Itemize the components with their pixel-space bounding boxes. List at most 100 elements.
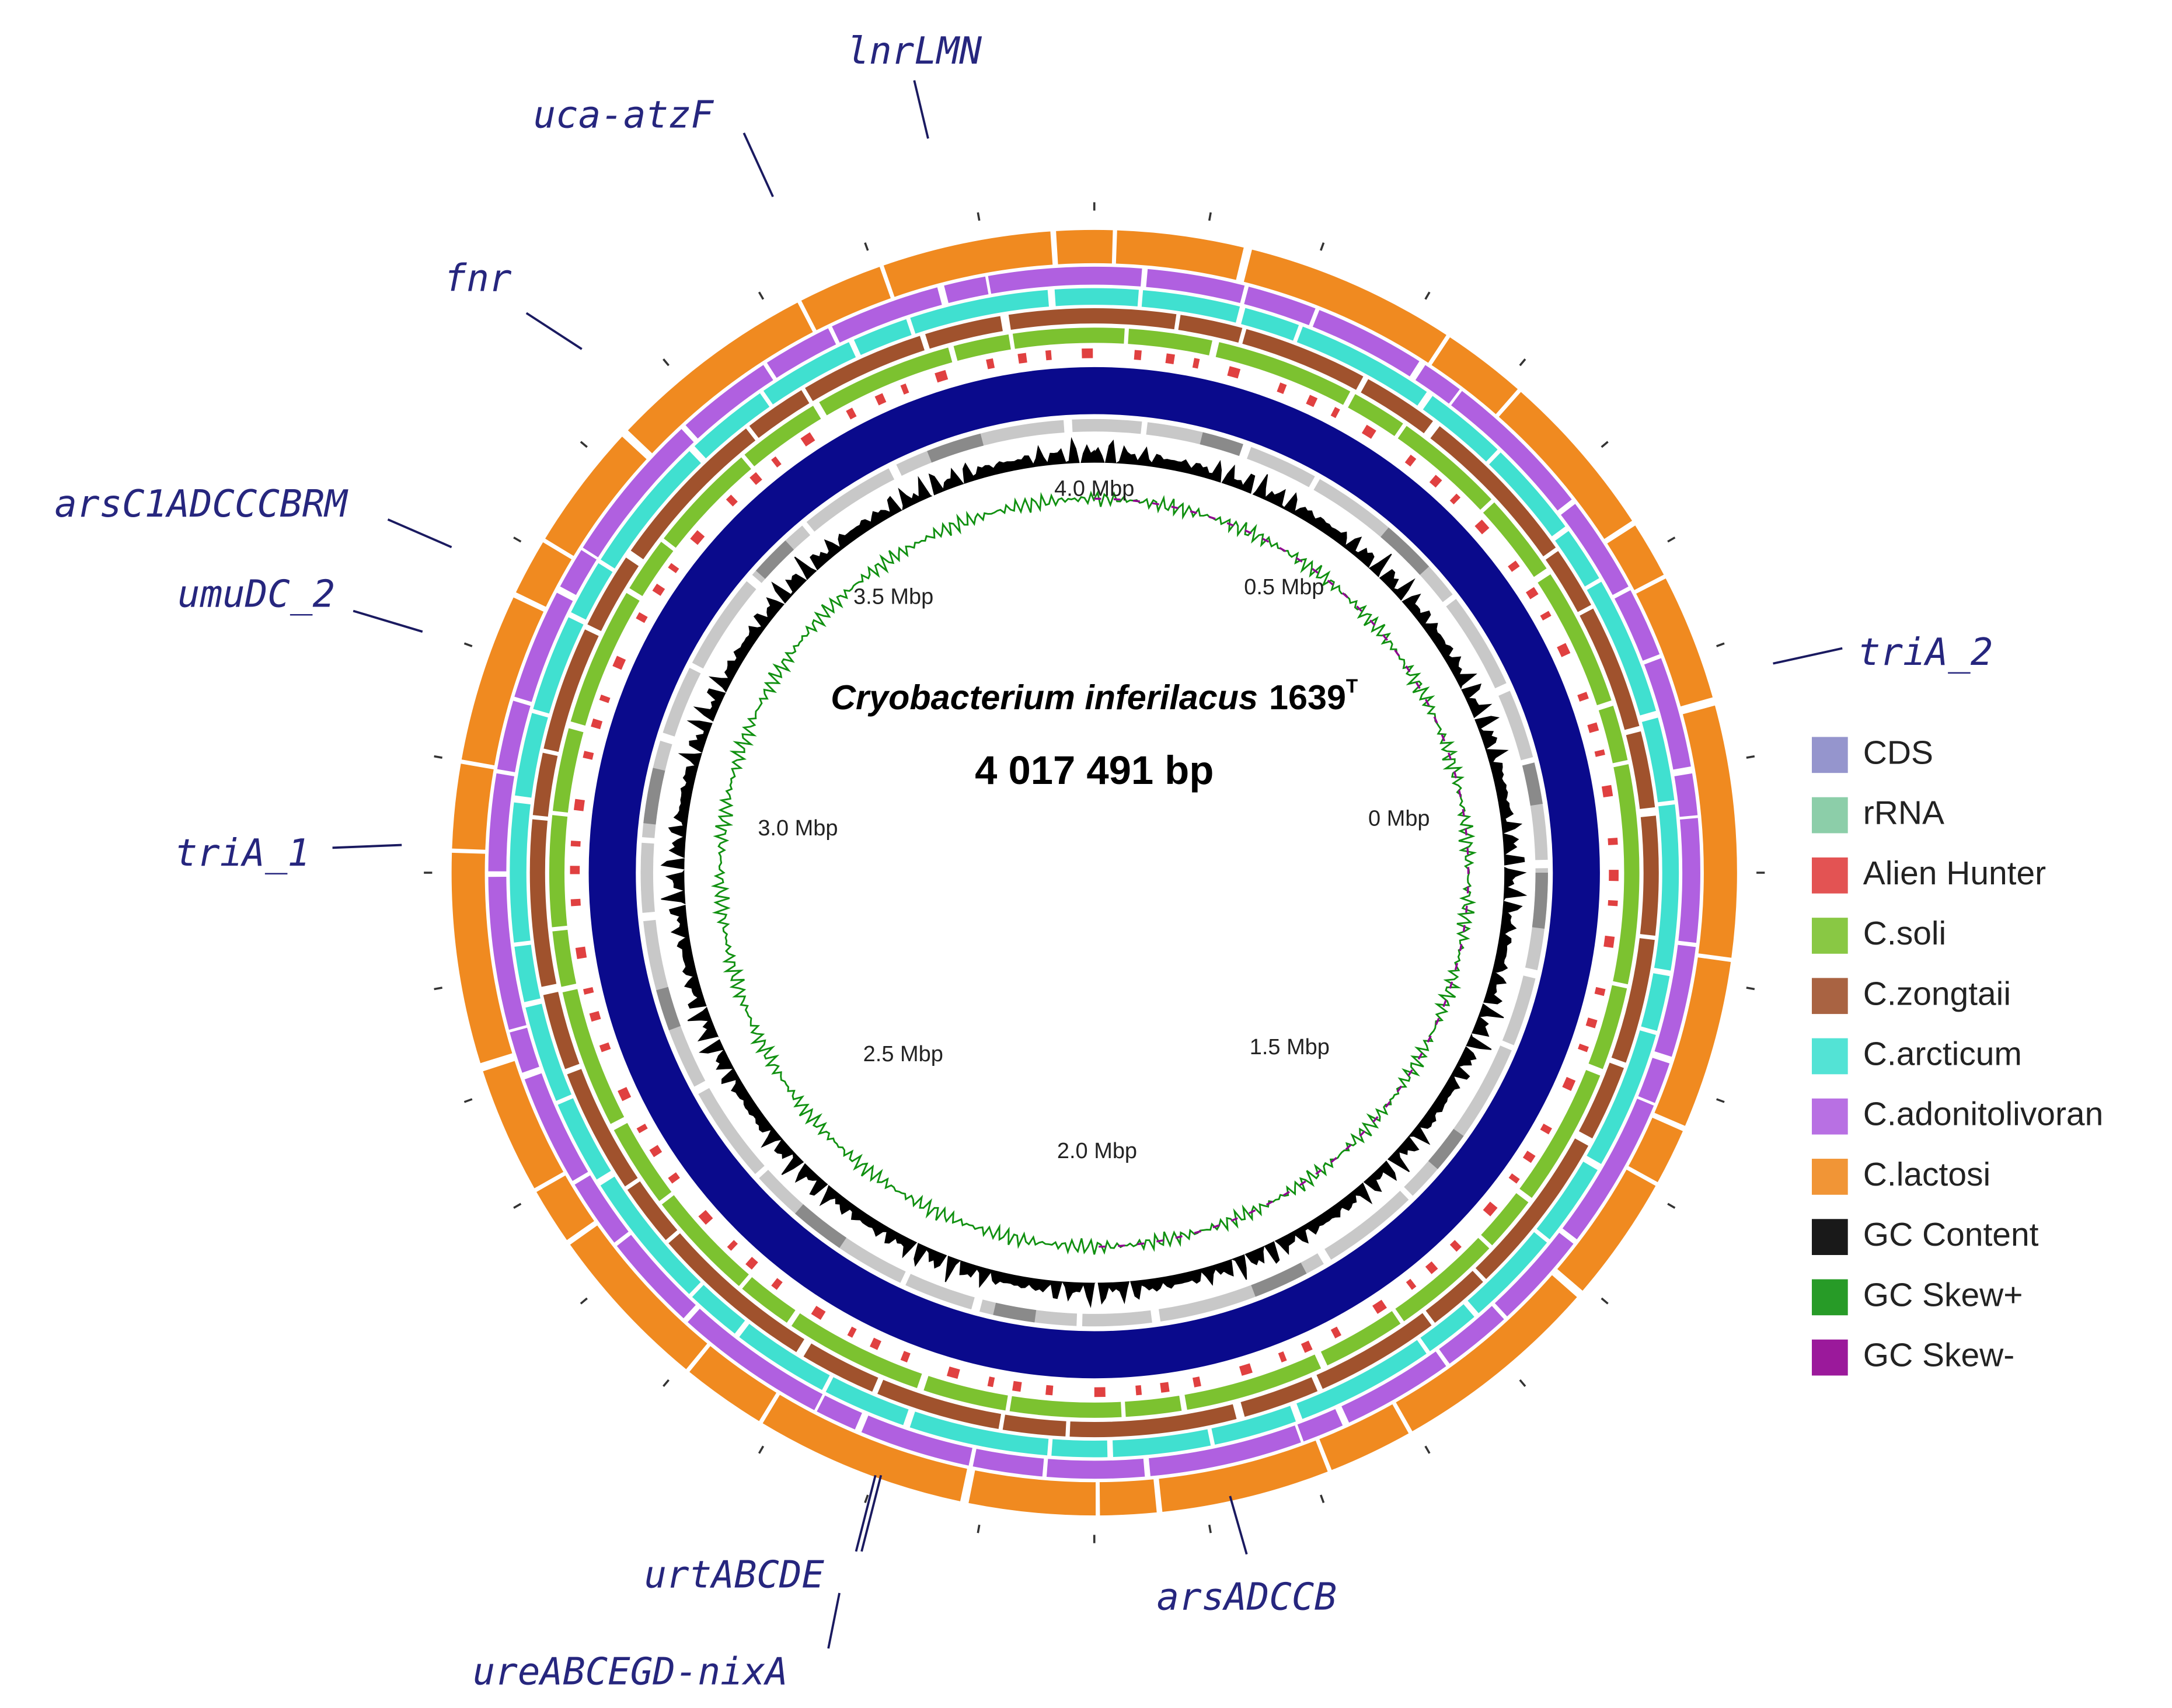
gene-label: triA_2 (1858, 631, 1993, 674)
outer-tick (1716, 1098, 1725, 1103)
legend-label: C.soli (1863, 915, 1946, 952)
legend-swatch (1811, 737, 1848, 773)
outer-tick (864, 1494, 869, 1503)
outer-tick (463, 1098, 473, 1103)
outer-tick (758, 1445, 765, 1454)
outer-tick (1208, 212, 1212, 221)
legend: CDS rRNA Alien Hunter C.soli C.zongtaii C.arc… (1811, 734, 2103, 1376)
legend-swatch (1811, 797, 1848, 834)
legend-swatch (1811, 1159, 1848, 1195)
gc-inner (684, 462, 1505, 1283)
legend-swatch (1811, 978, 1848, 1015)
leader-line (387, 518, 452, 549)
leader-line (855, 1475, 877, 1552)
scale-label: 0.5 Mbp (1244, 575, 1324, 599)
gene-label: umuDC_2 (177, 573, 335, 616)
outer-tick (1746, 755, 1755, 759)
outer-tick (580, 441, 588, 448)
scale-label: 2.5 Mbp (863, 1042, 943, 1066)
outer-tick (1601, 441, 1609, 448)
gene-label: arsC1ADCCCBRM (54, 483, 348, 526)
legend-swatch (1811, 1279, 1848, 1316)
outer-tick (1746, 987, 1755, 991)
species: Cryobacterium inferilacus (831, 678, 1258, 717)
outer-tick (434, 987, 442, 991)
gc-skew (710, 490, 1477, 1255)
outer-tick (758, 291, 765, 300)
outer-tick (1716, 642, 1725, 647)
outer-tick (977, 1524, 981, 1533)
leader-line (913, 80, 929, 139)
legend-label: C.zongtaii (1863, 975, 2011, 1012)
outer-tick (1208, 1524, 1212, 1533)
gene-label: urtABCDE (644, 1554, 824, 1597)
legend-swatch (1811, 857, 1848, 894)
outer-tick (1667, 1202, 1676, 1209)
outer-tick (977, 212, 981, 221)
gene-label: fnr (444, 257, 512, 300)
gene-label: uca-atzF (534, 93, 714, 137)
ring (570, 348, 1619, 1397)
ring (451, 229, 1737, 1516)
scale-label: 3.5 Mbp (853, 585, 933, 609)
gene-label: triA_1 (175, 832, 310, 875)
ring (529, 308, 1659, 1438)
scale-label: 1.5 Mbp (1250, 1035, 1330, 1059)
gc-skew-minus (1094, 497, 1470, 1248)
outer-tick (580, 1297, 588, 1305)
scale-label: 4.0 Mbp (1054, 477, 1134, 501)
outer-tick (1601, 1297, 1609, 1305)
ring (488, 266, 1700, 1479)
outer-tick (663, 358, 670, 367)
legend-label: C.lactosi (1863, 1156, 1990, 1193)
type-strain-mark: T (1346, 676, 1358, 698)
strain: 1639 (1269, 678, 1346, 717)
scale-label: 3.0 Mbp (758, 816, 838, 841)
scale-label: 0 Mbp (1368, 806, 1430, 831)
legend-label: CDS (1863, 734, 1933, 771)
legend-label: GC Content (1863, 1216, 2039, 1253)
genome-size: 4 017 491 bp (975, 748, 1214, 793)
legend-label: rRNA (1863, 794, 1944, 832)
leader-line (742, 133, 774, 197)
legend-label: C.arcticum (1863, 1036, 2022, 1073)
legend-swatch (1811, 1219, 1848, 1256)
outer-tick (1320, 242, 1325, 251)
outer-tick (1424, 1445, 1431, 1454)
legend-swatch (1811, 1339, 1848, 1376)
legend-label: GC Skew- (1863, 1337, 2014, 1374)
leader-line (353, 609, 423, 633)
outer-tick (434, 755, 442, 759)
outer-tick (1320, 1494, 1325, 1503)
legend-swatch (1811, 918, 1848, 954)
leader-line (1229, 1496, 1248, 1555)
outer-tick (1667, 536, 1676, 543)
legend-swatch (1811, 1038, 1848, 1075)
rings (424, 202, 1765, 1543)
gene-label: arsADCCB (1156, 1576, 1337, 1619)
legend-label: C.adonitolivoran (1863, 1096, 2103, 1133)
outer-tick (513, 536, 522, 543)
gene-annotations: lnrLMN uca-atzF fnr arsC1ADCCCBRM umuDC_… (54, 30, 1993, 1693)
ring (549, 327, 1640, 1418)
outer-tick (513, 1202, 522, 1209)
scale-label: 2.0 Mbp (1057, 1139, 1137, 1163)
ring (510, 288, 1679, 1458)
outer-tick (864, 242, 869, 251)
gene-label: lnrLMN (847, 30, 982, 73)
outer-tick (1519, 1379, 1526, 1388)
leader-line (525, 312, 583, 350)
outer-tick (1519, 358, 1526, 367)
legend-label: Alien Hunter (1863, 855, 2046, 892)
gene-label: ureABCEGD-nixA (473, 1651, 788, 1694)
outer-tick (663, 1379, 670, 1388)
legend-swatch (1811, 1098, 1848, 1135)
genome-title: Cryobacterium inferilacus 1639T (831, 676, 1358, 717)
leader-line (1773, 647, 1843, 665)
leader-line (860, 1475, 883, 1552)
ring (588, 367, 1600, 1379)
leader-line (827, 1592, 841, 1649)
ring (640, 419, 1548, 1327)
legend-label: GC Skew+ (1863, 1276, 2023, 1313)
